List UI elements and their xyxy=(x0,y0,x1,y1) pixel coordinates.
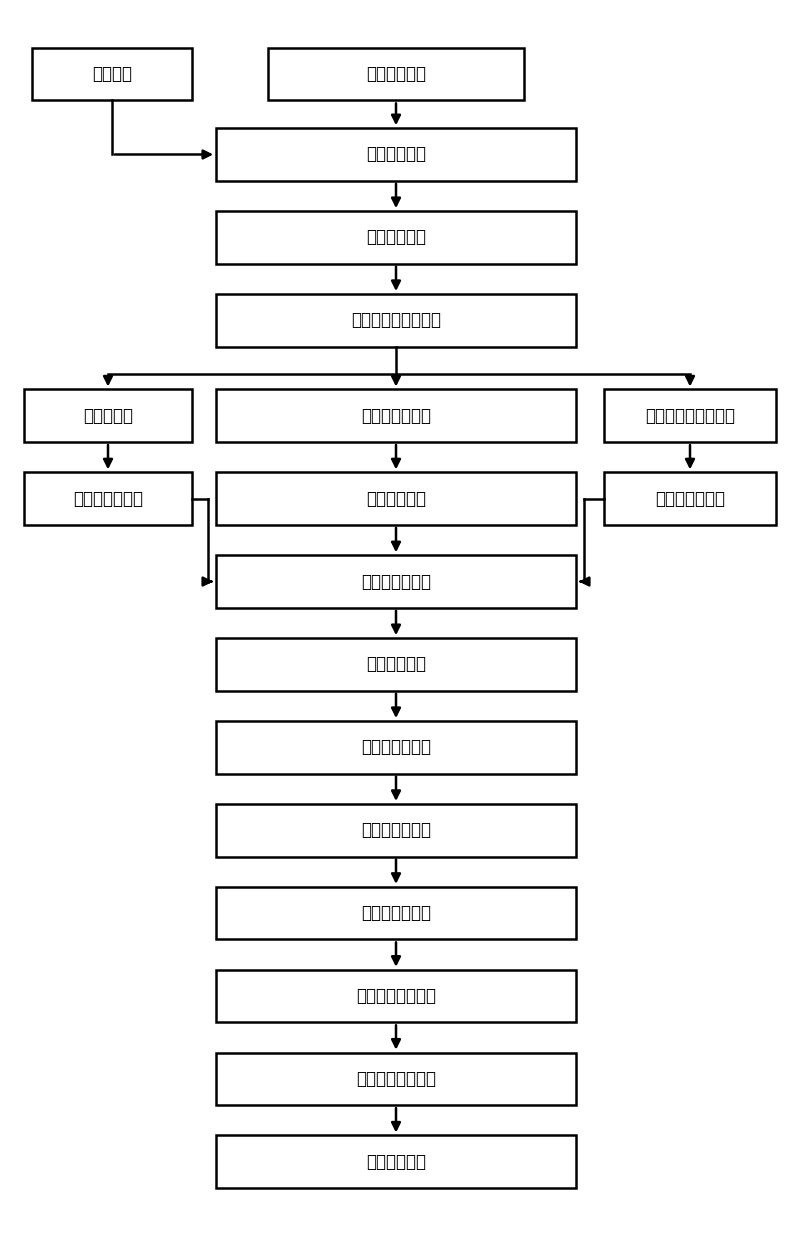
FancyBboxPatch shape xyxy=(32,48,192,100)
Text: 继电器保护整定: 继电器保护整定 xyxy=(655,490,725,507)
Text: 调试准备: 调试准备 xyxy=(92,65,132,83)
Text: 系统空操作试验: 系统空操作试验 xyxy=(361,573,431,590)
FancyBboxPatch shape xyxy=(604,389,776,442)
Text: 变压器送电、运行: 变压器送电、运行 xyxy=(356,987,436,1005)
FancyBboxPatch shape xyxy=(604,472,776,525)
FancyBboxPatch shape xyxy=(24,389,192,442)
FancyBboxPatch shape xyxy=(216,721,576,774)
FancyBboxPatch shape xyxy=(216,389,576,442)
FancyBboxPatch shape xyxy=(24,472,192,525)
Text: 系统耐压试验: 系统耐压试验 xyxy=(366,490,426,507)
Text: 高压电缆试验: 高压电缆试验 xyxy=(366,656,426,673)
FancyBboxPatch shape xyxy=(216,211,576,264)
FancyBboxPatch shape xyxy=(216,128,576,181)
FancyBboxPatch shape xyxy=(216,970,576,1022)
FancyBboxPatch shape xyxy=(216,1053,576,1105)
FancyBboxPatch shape xyxy=(216,1135,576,1188)
Text: 变压器试验: 变压器试验 xyxy=(83,407,133,425)
Text: 低压配电盘调试: 低压配电盘调试 xyxy=(361,739,431,756)
Text: 电气安装结束: 电气安装结束 xyxy=(366,65,426,83)
Text: 变压器耐压试验: 变压器耐压试验 xyxy=(73,490,143,507)
FancyBboxPatch shape xyxy=(216,638,576,691)
Text: 高压开关柜试验: 高压开关柜试验 xyxy=(361,407,431,425)
Text: 高压受电、运行: 高压受电、运行 xyxy=(361,904,431,922)
Text: 调试人员进入: 调试人员进入 xyxy=(366,146,426,163)
FancyBboxPatch shape xyxy=(216,887,576,939)
FancyBboxPatch shape xyxy=(216,294,576,347)
Text: 调试记录整理: 调试记录整理 xyxy=(366,1153,426,1171)
Text: 低压试送电检查: 低压试送电检查 xyxy=(361,821,431,839)
FancyBboxPatch shape xyxy=(216,472,576,525)
FancyBboxPatch shape xyxy=(268,48,524,100)
Text: 设备外观检查: 设备外观检查 xyxy=(366,229,426,246)
Text: 电缆接线校对、检查: 电缆接线校对、检查 xyxy=(351,311,441,329)
FancyBboxPatch shape xyxy=(216,804,576,857)
FancyBboxPatch shape xyxy=(216,555,576,608)
Text: 继电器保护单元试验: 继电器保护单元试验 xyxy=(645,407,735,425)
Text: 低压盘受电、运行: 低压盘受电、运行 xyxy=(356,1070,436,1088)
